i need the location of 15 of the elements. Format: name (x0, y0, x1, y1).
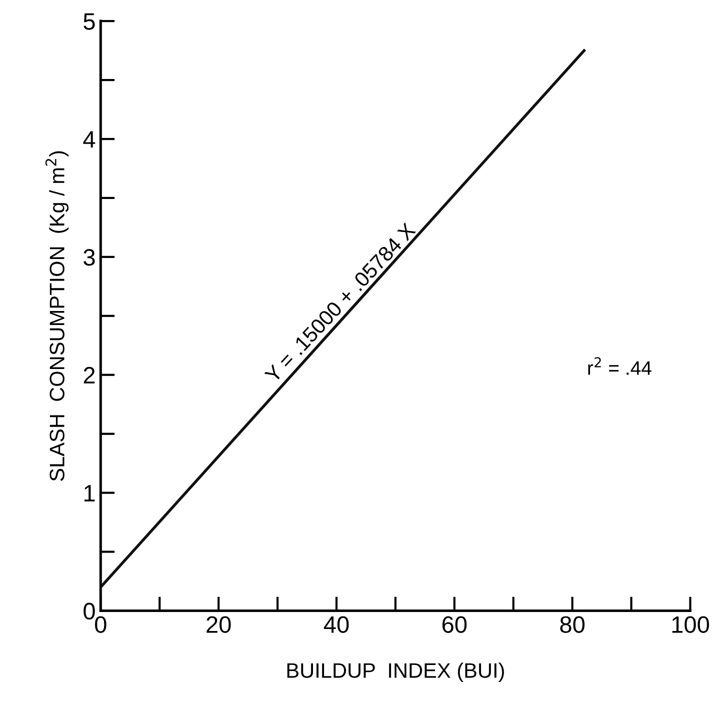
x-tick-label: 80 (560, 616, 585, 633)
x-tick-label: 20 (206, 616, 231, 633)
x-tick-label: 100 (672, 616, 710, 633)
y-tick-label: 5 (84, 13, 95, 30)
y-tick-label: 0 (84, 602, 95, 620)
x-tick-label: 0 (95, 616, 106, 633)
y-tick-label: 4 (83, 131, 96, 148)
y-tick-label: 2 (84, 366, 95, 384)
y-axis-title: SLASH CONSUMPTION (Kg / m$^{2}$) (45, 151, 69, 481)
x-axis-title: BUILDUP INDEX (BUI) (287, 662, 504, 682)
y-tick-label: 3 (84, 249, 95, 266)
x-tick-label: 60 (442, 616, 467, 633)
annotation: r$^{2}$ = .44 (588, 357, 652, 375)
x-tick-label: 40 (324, 616, 349, 633)
y-tick-label: 1 (84, 485, 95, 502)
